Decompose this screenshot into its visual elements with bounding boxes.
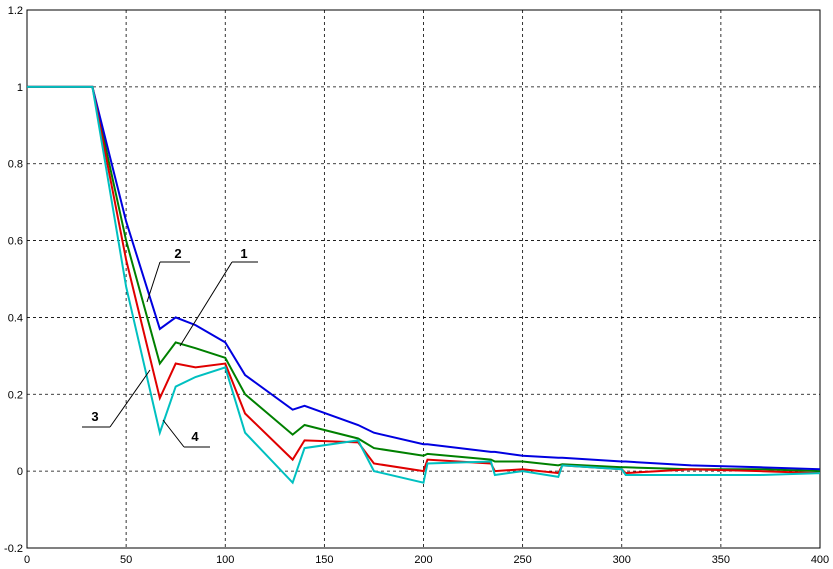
leader-line xyxy=(179,261,258,347)
x-tick-label: 300 xyxy=(613,554,631,566)
series-line xyxy=(27,85,821,473)
curve-label: 2 xyxy=(174,246,181,261)
y-tick-label: 0.6 xyxy=(8,236,23,248)
x-tick-label: 0 xyxy=(24,554,30,566)
x-tick-label: 50 xyxy=(120,554,132,566)
y-tick-label: 0.4 xyxy=(8,312,23,324)
leader-line xyxy=(82,369,151,428)
y-tick-label: -0.2 xyxy=(4,543,23,555)
y-tick-label: 0.8 xyxy=(8,159,23,171)
x-tick-label: 200 xyxy=(414,554,432,566)
leader-line xyxy=(146,261,190,303)
curve-label: 4 xyxy=(191,429,199,444)
x-tick-label: 150 xyxy=(315,554,333,566)
series-line xyxy=(27,85,821,485)
leader-line xyxy=(162,419,210,448)
x-tick-label: 100 xyxy=(216,554,234,566)
plot-frame xyxy=(26,9,821,549)
curve-label: 3 xyxy=(91,409,98,424)
y-tick-label: 1.2 xyxy=(8,5,23,17)
y-tick-label: 0 xyxy=(17,466,23,478)
series-line xyxy=(27,85,821,471)
x-tick-label: 400 xyxy=(811,554,829,566)
x-tick-label: 350 xyxy=(712,554,730,566)
y-tick-label: 1 xyxy=(17,82,23,94)
x-tick-label: 250 xyxy=(513,554,531,566)
plot-area xyxy=(26,9,821,549)
y-tick-label: 0.2 xyxy=(8,389,23,401)
curve-label: 1 xyxy=(240,246,247,261)
